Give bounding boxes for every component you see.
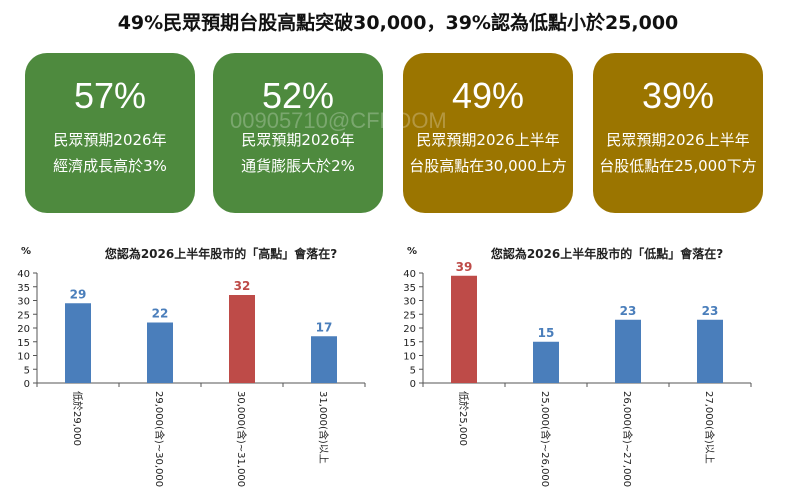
stat-label: 台股高點在30,000上方 (409, 157, 567, 175)
bar (615, 319, 641, 383)
stat-label: 民眾預期2026上半年 (606, 131, 750, 149)
stat-label: 經濟成長高於3% (53, 157, 167, 175)
data-label: 29 (70, 287, 87, 301)
y-tick-label: 35 (17, 283, 30, 294)
y-tick-label: 30 (403, 297, 416, 308)
bar (65, 303, 91, 383)
x-tick-label: 低於25,000 (457, 391, 470, 446)
x-tick-label: 26,000(含)~27,000 (621, 391, 634, 487)
x-tick-label: 低於29,000 (71, 391, 84, 446)
data-label: 39 (456, 260, 473, 274)
y-tick-label: 20 (403, 324, 416, 335)
y-tick-label: 0 (24, 379, 30, 390)
data-label: 15 (538, 326, 555, 340)
chart-title: 您認為2026上半年股市的「低點」會落在? (491, 246, 723, 261)
y-tick-label: 25 (17, 310, 30, 321)
bar (229, 295, 255, 383)
stat-value: 49% (451, 75, 525, 116)
stat-card: 39% 民眾預期2026上半年 台股低點在25,000下方 (593, 53, 763, 213)
x-tick-label: 30,000(含)~31,000 (235, 391, 248, 487)
y-tick-label: 10 (403, 352, 416, 363)
y-tick-label: 40 (403, 269, 416, 280)
y-tick-label: 20 (17, 324, 30, 335)
stat-label: 民眾預期2026年 (241, 131, 355, 149)
bar (147, 322, 173, 383)
bar (533, 341, 559, 383)
data-label: 32 (234, 279, 251, 293)
chart-title: 您認為2026上半年股市的「高點」會落在? (105, 246, 337, 261)
bar (451, 275, 477, 383)
y-tick-label: 40 (17, 269, 30, 280)
stat-label: 通貨膨脹大於2% (241, 157, 355, 175)
bar (311, 336, 337, 383)
x-tick-label: 29,000(含)~30,000 (153, 391, 166, 487)
stat-value: 52% (261, 75, 335, 116)
x-tick-label: 25,000(含)~26,000 (539, 391, 552, 487)
data-label: 23 (702, 304, 719, 318)
stat-card: 52% 民眾預期2026年 通貨膨脹大於2% (213, 53, 383, 213)
y-tick-label: 5 (24, 365, 30, 376)
page-title: 49%民眾預期台股高點突破30,000，39%認為低點小於25,000 (117, 12, 679, 34)
y-tick-label: 25 (403, 310, 416, 321)
y-axis-label: % (21, 246, 31, 257)
stat-value: 39% (641, 75, 715, 116)
y-tick-label: 10 (17, 352, 30, 363)
x-tick-label: 31,000(含)以上 (317, 391, 330, 464)
stat-label: 民眾預期2026年 (53, 131, 167, 149)
data-label: 22 (152, 307, 169, 321)
y-tick-label: 30 (17, 297, 30, 308)
data-label: 23 (620, 304, 637, 318)
y-tick-label: 0 (410, 379, 416, 390)
bar (697, 319, 723, 383)
y-axis-label: % (407, 246, 417, 257)
watermark: 00905710@CFHDOM (230, 108, 447, 133)
x-tick-label: 27,000(含)以上 (703, 391, 716, 464)
stat-label: 台股低點在25,000下方 (599, 157, 757, 175)
stat-label: 民眾預期2026上半年 (416, 131, 560, 149)
stat-card: 57% 民眾預期2026年 經濟成長高於3% (25, 53, 195, 213)
stat-value: 57% (73, 75, 147, 116)
y-tick-label: 35 (403, 283, 416, 294)
y-tick-label: 15 (17, 338, 30, 349)
data-label: 17 (316, 320, 333, 334)
y-tick-label: 15 (403, 338, 416, 349)
stat-card: 49% 民眾預期2026上半年 台股高點在30,000上方 (403, 53, 573, 213)
y-tick-label: 5 (410, 365, 416, 376)
